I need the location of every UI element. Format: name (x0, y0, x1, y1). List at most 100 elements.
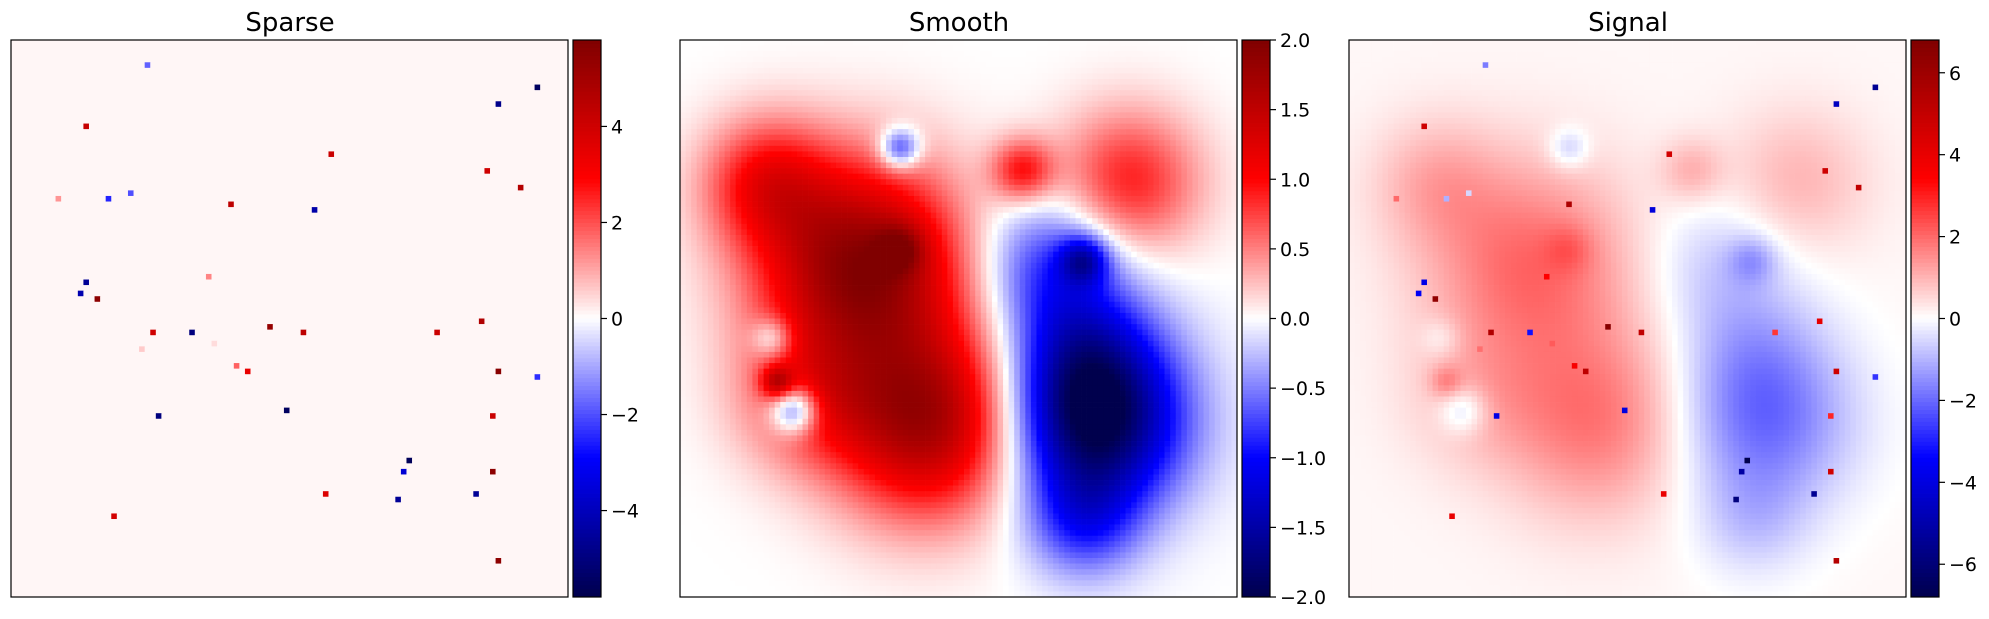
heatmap-cell (245, 51, 251, 57)
heatmap-cell (128, 79, 134, 85)
heatmap-cell (429, 79, 435, 85)
heatmap-cell (384, 62, 390, 68)
heatmap-cell (167, 73, 173, 79)
heatmap-cell (251, 40, 257, 46)
heatmap-cell (212, 73, 218, 79)
heatmap-cell (173, 57, 179, 63)
heatmap-cell (56, 90, 62, 96)
heatmap-cell (95, 68, 101, 74)
heatmap-cell (178, 46, 184, 52)
heatmap-cell (406, 51, 412, 57)
heatmap-cell (262, 85, 268, 91)
heatmap-cell (17, 68, 23, 74)
heatmap-cell (468, 40, 474, 46)
heatmap-cell (323, 57, 329, 63)
heatmap-cell (423, 85, 429, 91)
heatmap-cell (22, 79, 28, 85)
heatmap-cell (273, 46, 279, 52)
heatmap-cell (223, 68, 229, 74)
heatmap-cell (206, 40, 212, 46)
heatmap-cell (507, 68, 513, 74)
heatmap-cell (11, 79, 17, 85)
heatmap-cell (340, 46, 346, 52)
heatmap-cell (251, 85, 257, 91)
heatmap-cell (473, 85, 479, 91)
heatmap-cell (523, 51, 529, 57)
heatmap-cell (206, 62, 212, 68)
heatmap-cell (529, 85, 535, 91)
heatmap-cell (245, 96, 251, 102)
heatmap-cell (184, 68, 190, 74)
heatmap-cell (423, 68, 429, 74)
heatmap-cell (507, 90, 513, 96)
heatmap-cell (429, 40, 435, 46)
heatmap-cell (251, 90, 257, 96)
heatmap-cell (523, 90, 529, 96)
heatmap-cell (178, 57, 184, 63)
heatmap-cell (17, 62, 23, 68)
heatmap-cell (295, 68, 301, 74)
heatmap-cell (418, 68, 424, 74)
heatmap-cell (239, 85, 245, 91)
heatmap-cell (217, 68, 223, 74)
heatmap-cell (384, 73, 390, 79)
heatmap-cell (223, 46, 229, 52)
heatmap-cell (479, 46, 485, 52)
heatmap-cell (429, 73, 435, 79)
heatmap-cell (228, 85, 234, 91)
heatmap-cell (306, 62, 312, 68)
heatmap-cell (83, 73, 89, 79)
heatmap-cell (345, 51, 351, 57)
heatmap-cell (306, 73, 312, 79)
heatmap-cell (451, 46, 457, 52)
heatmap-cell (457, 62, 463, 68)
heatmap-cell (546, 51, 552, 57)
heatmap-cell (256, 62, 262, 68)
heatmap-cell (206, 51, 212, 57)
heatmap-cell (228, 46, 234, 52)
heatmap-cell (423, 73, 429, 79)
heatmap-cell (206, 79, 212, 85)
heatmap-cell (540, 79, 546, 85)
heatmap-cell (468, 73, 474, 79)
heatmap-cell (273, 85, 279, 91)
heatmap-cell (273, 73, 279, 79)
heatmap-cell (295, 79, 301, 85)
heatmap-cell (100, 90, 106, 96)
heatmap-cell (251, 51, 257, 57)
heatmap-cell (17, 40, 23, 46)
heatmap-cell (518, 90, 524, 96)
heatmap-cell (134, 85, 140, 91)
heatmap-cell (212, 57, 218, 63)
heatmap-cell (473, 51, 479, 57)
heatmap-cell (429, 46, 435, 52)
heatmap-cell (72, 51, 78, 57)
heatmap-cell (22, 90, 28, 96)
heatmap-cell (390, 51, 396, 57)
heatmap-cell (17, 96, 23, 102)
heatmap-cell (345, 68, 351, 74)
heatmap-cell (362, 57, 368, 63)
heatmap-cell (484, 57, 490, 63)
heatmap-cell (445, 46, 451, 52)
heatmap-cell (323, 40, 329, 46)
heatmap-cell (145, 62, 151, 68)
heatmap-cell (278, 51, 284, 57)
heatmap-cell (150, 68, 156, 74)
heatmap-cell (423, 46, 429, 52)
heatmap-cell (351, 73, 357, 79)
heatmap-cell (546, 57, 552, 63)
heatmap-cell (256, 96, 262, 102)
heatmap-cell (39, 62, 45, 68)
heatmap-cell (351, 85, 357, 91)
heatmap-cell (134, 51, 140, 57)
heatmap-sparse (11, 40, 568, 597)
heatmap-cell (340, 57, 346, 63)
heatmap-cell (496, 79, 502, 85)
heatmap-cell (440, 85, 446, 91)
heatmap-cell (390, 62, 396, 68)
heatmap-cell (78, 73, 84, 79)
heatmap-cell (223, 73, 229, 79)
heatmap-cell (161, 68, 167, 74)
heatmap-cell (56, 57, 62, 63)
